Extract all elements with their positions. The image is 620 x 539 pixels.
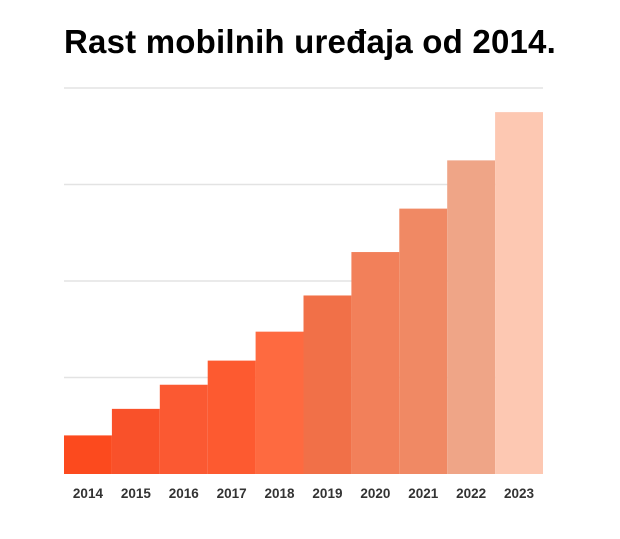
bar-2014 (64, 435, 112, 474)
bar-2015 (111, 408, 160, 474)
bars (64, 112, 543, 474)
x-tick-label-2018: 2018 (265, 486, 296, 501)
bar-2017 (207, 360, 256, 474)
bar-2020 (351, 252, 400, 474)
x-tick-label-2021: 2021 (408, 486, 439, 501)
bar-2016 (159, 384, 208, 474)
x-tick-label-2019: 2019 (312, 486, 342, 501)
x-tick-label-2014: 2014 (73, 486, 104, 501)
bar-2021 (399, 208, 448, 474)
x-tick-label-2016: 2016 (169, 486, 200, 501)
x-tick-label-2017: 2017 (217, 486, 247, 501)
x-tick-label-2022: 2022 (456, 486, 486, 501)
x-axis-tick-labels: 2014 2015 2016 2017 2018 2019 2020 2021 2022 2023 (73, 486, 535, 501)
bar-2019 (303, 295, 352, 474)
bar-2018 (255, 331, 304, 474)
x-tick-label-2015: 2015 (121, 486, 152, 501)
x-tick-label-2023: 2023 (504, 486, 535, 501)
bar-2022 (447, 160, 496, 474)
x-tick-label-2020: 2020 (360, 486, 390, 501)
chart-title: Rast mobilnih uređaja od 2014. (64, 23, 556, 60)
bar-2023 (495, 112, 543, 474)
